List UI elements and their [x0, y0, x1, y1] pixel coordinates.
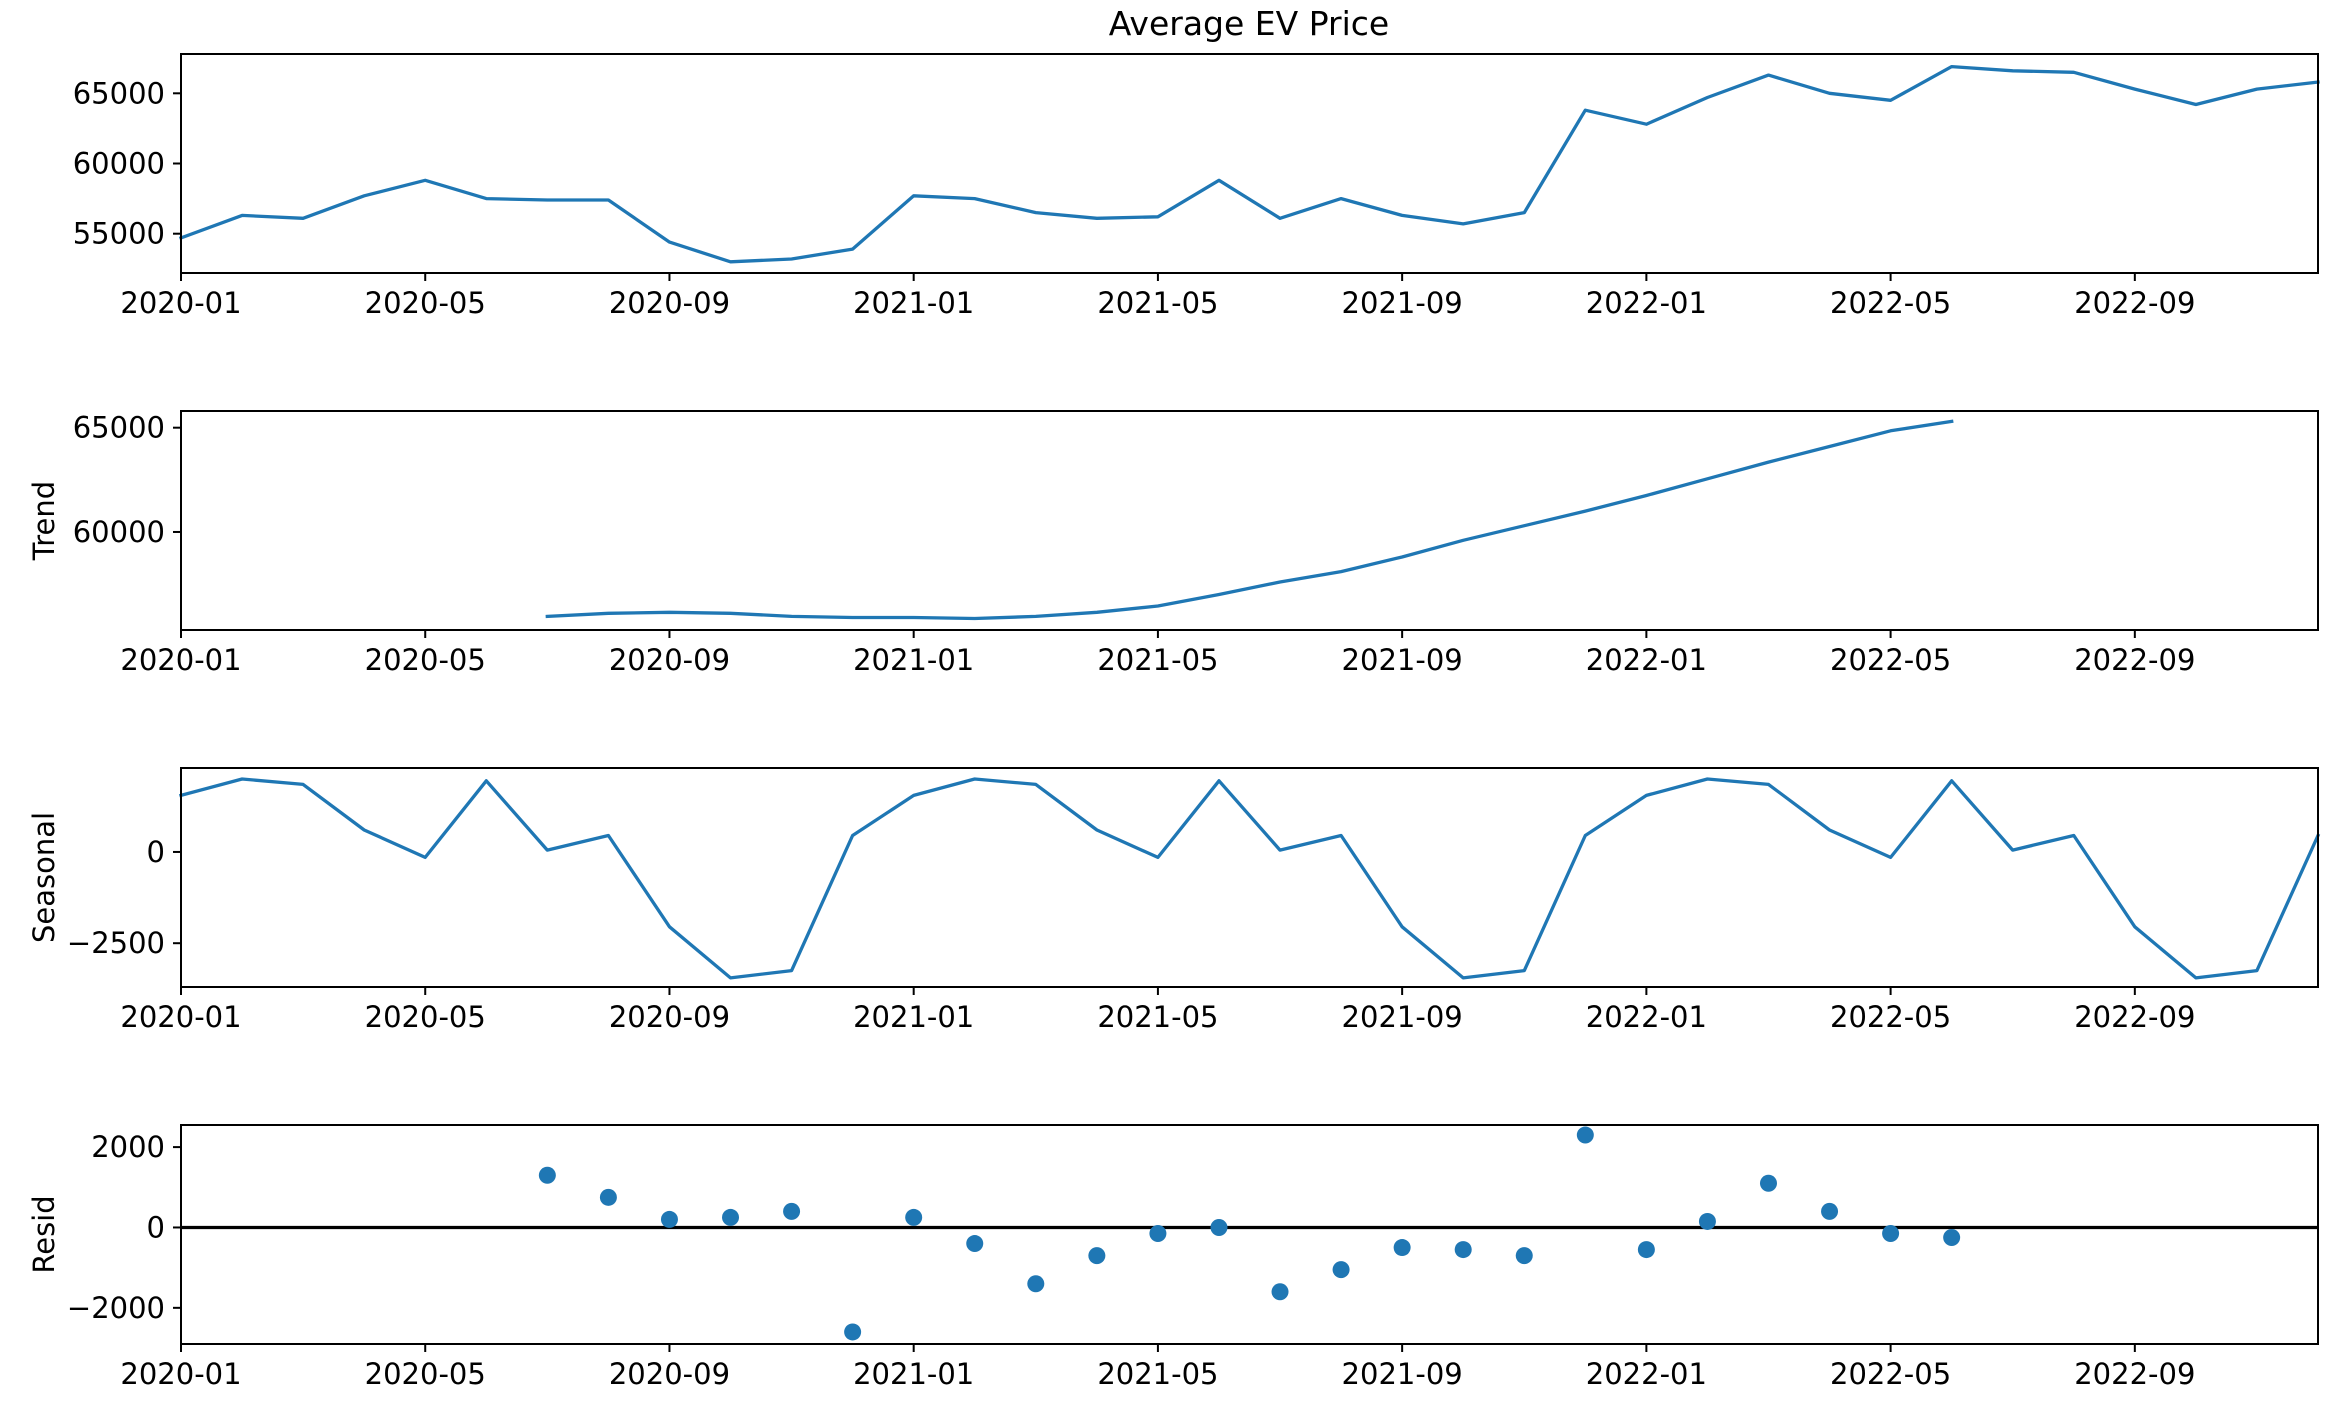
- x-tick-label: 2022-01: [1586, 1000, 1707, 1034]
- x-tick-label: 2021-05: [1097, 1000, 1218, 1034]
- trend-series-line: [545, 419, 1954, 621]
- resid-point: [599, 1188, 617, 1206]
- x-tick-label: 2020-05: [365, 286, 486, 320]
- x-tick-label: 2020-05: [365, 1000, 486, 1034]
- y-tick-label: 65000: [73, 76, 165, 110]
- x-tick-label: 2022-05: [1830, 1357, 1951, 1391]
- x-tick-label: 2022-01: [1586, 1357, 1707, 1391]
- x-tick-label: 2022-09: [2074, 1357, 2195, 1391]
- y-tick-label: 55000: [73, 217, 165, 251]
- resid-point: [1576, 1126, 1594, 1144]
- seasonal-series-line: [178, 777, 2321, 980]
- resid-point: [966, 1235, 984, 1253]
- resid-point: [1027, 1275, 1045, 1293]
- y-axis-label: Seasonal: [27, 812, 61, 943]
- plot-frame: [180, 410, 2319, 631]
- y-tick-label: 2000: [91, 1130, 165, 1164]
- resid-point: [1088, 1247, 1106, 1265]
- x-tick-label: 2020-01: [120, 286, 241, 320]
- y-tick-label: 60000: [73, 515, 165, 549]
- panel-seasonal: −2500 0 2020-01 2020-05 2020-09 2021-01 2021-0…: [27, 767, 2321, 1034]
- x-tick-label: 2021-05: [1097, 286, 1218, 320]
- resid-point: [1882, 1224, 1900, 1242]
- y-tick-label: 60000: [73, 147, 165, 181]
- x-tick-label: 2021-01: [853, 286, 974, 320]
- y-tick-label: 0: [147, 1210, 165, 1244]
- x-tick-label: 2021-01: [853, 1357, 974, 1391]
- x-tick-label: 2020-09: [609, 1000, 730, 1034]
- plot-frame: [180, 767, 2319, 988]
- y-axis-label: Trend: [27, 481, 61, 561]
- x-tick-label: 2021-01: [853, 1000, 974, 1034]
- panel-resid: −2000 0 2000 2020-01 2020-05 2020-09 2021-01 20…: [27, 1124, 2319, 1391]
- resid-point: [1637, 1241, 1655, 1259]
- x-tick-label: 2021-01: [853, 643, 974, 677]
- x-tick-label: 2020-05: [365, 643, 486, 677]
- resid-point: [1515, 1247, 1533, 1265]
- resid-point: [1332, 1261, 1350, 1279]
- resid-point: [1210, 1218, 1228, 1236]
- y-tick-label: −2000: [67, 1291, 165, 1325]
- y-axis-label: Resid: [27, 1195, 61, 1273]
- x-tick-label: 2020-01: [120, 643, 241, 677]
- x-tick-label: 2020-09: [609, 643, 730, 677]
- resid-point: [1943, 1229, 1961, 1247]
- x-tick-label: 2022-05: [1830, 1000, 1951, 1034]
- resid-point: [1759, 1174, 1777, 1192]
- resid-point: [1393, 1239, 1411, 1257]
- resid-point: [1149, 1224, 1167, 1242]
- x-tick-label: 2021-05: [1097, 643, 1218, 677]
- y-tick-label: −2500: [67, 926, 165, 960]
- x-tick-label: 2022-05: [1830, 286, 1951, 320]
- x-tick-label: 2022-09: [2074, 286, 2195, 320]
- resid-point: [1698, 1212, 1716, 1230]
- x-tick-label: 2022-05: [1830, 643, 1951, 677]
- resid-point: [660, 1210, 678, 1228]
- plot-frame: [180, 1124, 2319, 1345]
- x-tick-label: 2020-05: [365, 1357, 486, 1391]
- chart-title: Average EV Price: [1109, 4, 1389, 43]
- resid-point: [722, 1208, 740, 1226]
- x-tick-label: 2020-01: [120, 1357, 241, 1391]
- resid-point: [1821, 1202, 1839, 1220]
- x-tick-label: 2022-01: [1586, 286, 1707, 320]
- panel-observed: 55000 60000 65000 2020-01 2020-05 2020-09 2021…: [73, 53, 2320, 320]
- plot-frame: [180, 53, 2319, 274]
- x-tick-label: 2021-09: [1342, 286, 1463, 320]
- y-tick-label: 0: [147, 835, 165, 869]
- resid-point: [538, 1166, 556, 1184]
- resid-point: [1271, 1283, 1289, 1301]
- y-tick-label: 65000: [73, 411, 165, 445]
- x-tick-label: 2022-09: [2074, 643, 2195, 677]
- x-tick-label: 2021-05: [1097, 1357, 1218, 1391]
- resid-point: [1454, 1241, 1472, 1259]
- resid-point: [783, 1202, 801, 1220]
- x-tick-label: 2021-09: [1342, 1000, 1463, 1034]
- resid-point: [844, 1323, 862, 1341]
- x-tick-label: 2020-09: [609, 1357, 730, 1391]
- observed-series-line: [178, 64, 2320, 264]
- x-tick-label: 2022-09: [2074, 1000, 2195, 1034]
- x-tick-label: 2021-09: [1342, 1357, 1463, 1391]
- panels: 55000 60000 65000 2020-01 2020-05 2020-09 2021…: [27, 53, 2321, 1391]
- x-tick-label: 2020-01: [120, 1000, 241, 1034]
- x-tick-label: 2021-09: [1342, 643, 1463, 677]
- panel-trend: 60000 65000 2020-01 2020-05 2020-09 2021-01 20…: [27, 410, 2319, 677]
- x-tick-label: 2020-09: [609, 286, 730, 320]
- resid-point: [905, 1208, 923, 1226]
- x-tick-label: 2022-01: [1586, 643, 1707, 677]
